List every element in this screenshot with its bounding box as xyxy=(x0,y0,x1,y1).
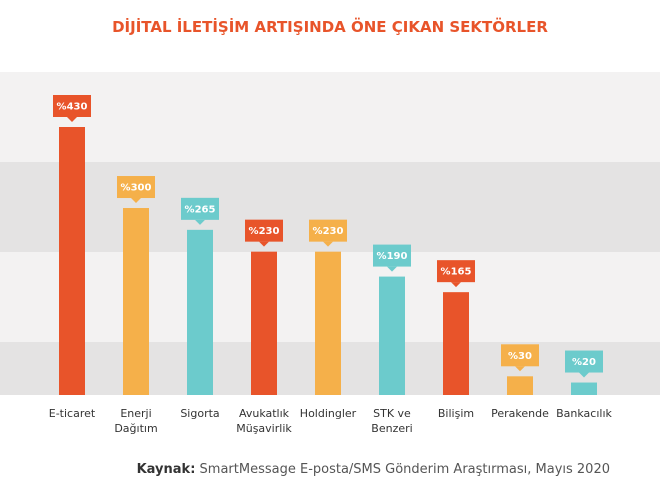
bar xyxy=(571,382,597,395)
value-callout xyxy=(309,219,347,242)
value-label: %265 xyxy=(185,204,216,215)
value-label: %230 xyxy=(313,226,344,237)
bar xyxy=(187,229,213,395)
bar xyxy=(443,292,469,395)
chart-title: DİJİTAL İLETİŞİM ARTIŞINDA ÖNE ÇIKAN SEK… xyxy=(112,18,548,36)
callout-pointer xyxy=(131,198,141,204)
x-tick-label: Bankacılık xyxy=(556,407,612,420)
source-text: SmartMessage E-posta/SMS Gönderim Araştı… xyxy=(199,462,610,477)
x-tick-label: Avukatlık Müşavirlik xyxy=(236,407,292,435)
value-callout xyxy=(437,260,475,283)
source: Kaynak: SmartMessage E-posta/SMS Gönderi… xyxy=(137,462,610,477)
x-tick-label: Enerji Dağıtım xyxy=(114,407,158,435)
bar xyxy=(123,208,149,395)
value-label: %190 xyxy=(377,251,408,262)
value-callout xyxy=(117,176,155,199)
band xyxy=(0,72,660,162)
callout-pointer xyxy=(451,282,461,288)
bar xyxy=(507,376,533,395)
bar xyxy=(251,251,277,395)
callout-pointer xyxy=(195,219,205,225)
source-label: Kaynak: xyxy=(136,462,196,477)
bar xyxy=(315,251,341,395)
x-tick-label: Holdingler xyxy=(299,407,357,420)
value-callout xyxy=(501,344,539,367)
callout-pointer xyxy=(515,366,525,372)
callout-pointer xyxy=(323,241,333,247)
value-label: %230 xyxy=(249,226,280,237)
value-label: %300 xyxy=(121,183,152,194)
value-callout xyxy=(181,197,219,220)
value-callout xyxy=(245,219,283,242)
callout-pointer xyxy=(387,266,397,272)
x-tick-label: Perakende xyxy=(491,407,549,420)
bar xyxy=(379,276,405,395)
bar xyxy=(59,127,85,395)
x-tick-label: Bilişim xyxy=(437,407,475,420)
callout-pointer xyxy=(579,372,589,378)
value-label: %20 xyxy=(572,357,596,368)
x-tick-label: E-ticaret xyxy=(48,407,96,420)
value-callout xyxy=(53,95,91,117)
x-tick-label: Sigorta xyxy=(180,407,220,420)
value-label: %165 xyxy=(441,267,472,278)
x-tick-label: STK ve Benzeri xyxy=(371,407,413,435)
value-callout xyxy=(565,350,603,373)
callout-pointer xyxy=(67,117,77,122)
value-label: %430 xyxy=(57,102,88,113)
value-callout xyxy=(373,244,411,267)
callout-pointer xyxy=(259,241,269,247)
value-label: %30 xyxy=(508,351,532,362)
